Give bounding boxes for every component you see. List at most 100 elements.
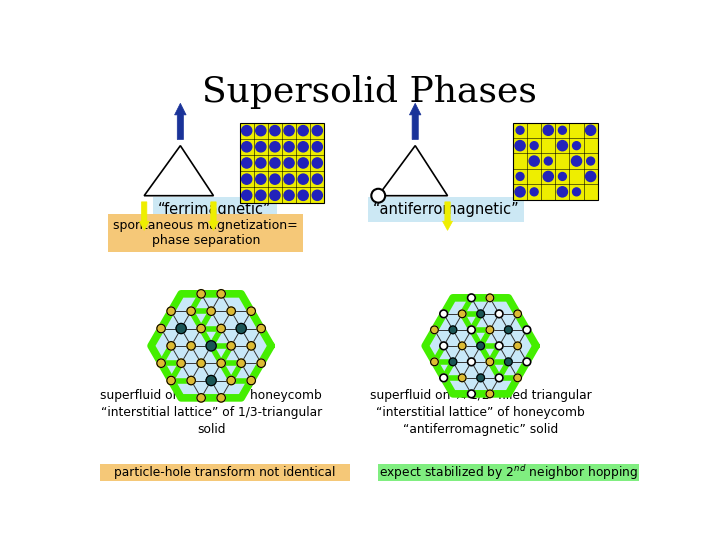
Circle shape bbox=[242, 141, 252, 152]
Circle shape bbox=[588, 143, 593, 148]
Circle shape bbox=[157, 359, 166, 367]
Circle shape bbox=[557, 140, 567, 151]
Circle shape bbox=[546, 189, 551, 195]
Circle shape bbox=[559, 172, 567, 180]
Circle shape bbox=[543, 125, 554, 136]
Text: Supersolid Phases: Supersolid Phases bbox=[202, 75, 536, 109]
Circle shape bbox=[298, 141, 308, 152]
Circle shape bbox=[256, 126, 266, 136]
Circle shape bbox=[574, 127, 580, 133]
Circle shape bbox=[585, 125, 595, 136]
Circle shape bbox=[514, 342, 521, 350]
Circle shape bbox=[227, 307, 235, 315]
Circle shape bbox=[217, 394, 225, 402]
Circle shape bbox=[177, 359, 185, 367]
Circle shape bbox=[256, 158, 266, 168]
Circle shape bbox=[516, 126, 524, 134]
Circle shape bbox=[167, 342, 176, 350]
Text: “ferrimagnetic”: “ferrimagnetic” bbox=[158, 202, 272, 217]
Circle shape bbox=[486, 390, 494, 398]
Circle shape bbox=[227, 376, 235, 385]
Circle shape bbox=[523, 326, 531, 334]
Circle shape bbox=[247, 342, 256, 350]
Circle shape bbox=[516, 172, 524, 180]
Circle shape bbox=[486, 358, 494, 366]
Circle shape bbox=[531, 127, 537, 133]
Circle shape bbox=[515, 140, 525, 151]
Circle shape bbox=[514, 374, 521, 382]
Circle shape bbox=[187, 307, 195, 315]
Circle shape bbox=[467, 390, 475, 398]
FancyBboxPatch shape bbox=[378, 464, 639, 481]
FancyArrow shape bbox=[139, 202, 149, 231]
Circle shape bbox=[431, 326, 438, 334]
Circle shape bbox=[270, 174, 280, 184]
FancyBboxPatch shape bbox=[99, 464, 350, 481]
FancyArrow shape bbox=[410, 103, 421, 139]
Circle shape bbox=[477, 310, 485, 318]
Circle shape bbox=[486, 294, 494, 302]
FancyBboxPatch shape bbox=[513, 123, 598, 200]
Polygon shape bbox=[426, 298, 536, 394]
Circle shape bbox=[517, 158, 523, 164]
Circle shape bbox=[207, 307, 215, 315]
Circle shape bbox=[167, 307, 176, 315]
Circle shape bbox=[572, 141, 580, 150]
Circle shape bbox=[242, 190, 252, 200]
FancyArrow shape bbox=[174, 103, 186, 139]
Circle shape bbox=[270, 126, 280, 136]
Circle shape bbox=[529, 156, 539, 166]
Circle shape bbox=[298, 190, 308, 200]
Circle shape bbox=[495, 374, 503, 382]
FancyArrow shape bbox=[443, 202, 453, 231]
Circle shape bbox=[546, 143, 551, 148]
Circle shape bbox=[372, 189, 385, 202]
Circle shape bbox=[531, 174, 537, 179]
Circle shape bbox=[197, 289, 205, 298]
Circle shape bbox=[572, 156, 582, 166]
Circle shape bbox=[459, 310, 466, 318]
Circle shape bbox=[242, 126, 252, 136]
Circle shape bbox=[312, 126, 323, 136]
Circle shape bbox=[588, 189, 593, 195]
Circle shape bbox=[467, 326, 475, 334]
Circle shape bbox=[197, 394, 205, 402]
Circle shape bbox=[236, 323, 246, 334]
FancyArrow shape bbox=[209, 202, 218, 231]
Circle shape bbox=[572, 188, 580, 196]
Circle shape bbox=[217, 289, 225, 298]
Text: superfluid on ¼ 1/2 -filled triangular
“interstitial lattice” of honeycomb
“anti: superfluid on ¼ 1/2 -filled triangular “… bbox=[370, 389, 592, 436]
Circle shape bbox=[440, 310, 448, 318]
Circle shape bbox=[284, 158, 294, 168]
Circle shape bbox=[440, 374, 448, 382]
Circle shape bbox=[187, 342, 195, 350]
Circle shape bbox=[467, 358, 475, 366]
Circle shape bbox=[587, 157, 595, 165]
Circle shape bbox=[559, 158, 565, 164]
Circle shape bbox=[227, 342, 235, 350]
Circle shape bbox=[559, 126, 567, 134]
Circle shape bbox=[486, 326, 494, 334]
Circle shape bbox=[256, 141, 266, 152]
Text: expect stabilized by 2$^{nd}$ neighbor hopping: expect stabilized by 2$^{nd}$ neighbor h… bbox=[379, 463, 638, 482]
Circle shape bbox=[298, 174, 308, 184]
Circle shape bbox=[574, 174, 580, 179]
Circle shape bbox=[431, 358, 438, 366]
Circle shape bbox=[176, 323, 186, 334]
Circle shape bbox=[585, 171, 595, 181]
Circle shape bbox=[543, 171, 554, 181]
Circle shape bbox=[312, 190, 323, 200]
Circle shape bbox=[270, 190, 280, 200]
Circle shape bbox=[206, 341, 216, 351]
Circle shape bbox=[256, 174, 266, 184]
Text: particle-hole transform not identical: particle-hole transform not identical bbox=[114, 467, 335, 480]
Circle shape bbox=[459, 342, 466, 350]
Circle shape bbox=[256, 190, 266, 200]
Circle shape bbox=[247, 307, 256, 315]
Circle shape bbox=[440, 342, 448, 350]
Circle shape bbox=[206, 375, 216, 386]
Circle shape bbox=[284, 126, 294, 136]
Circle shape bbox=[505, 358, 512, 366]
Circle shape bbox=[284, 190, 294, 200]
Circle shape bbox=[270, 158, 280, 168]
